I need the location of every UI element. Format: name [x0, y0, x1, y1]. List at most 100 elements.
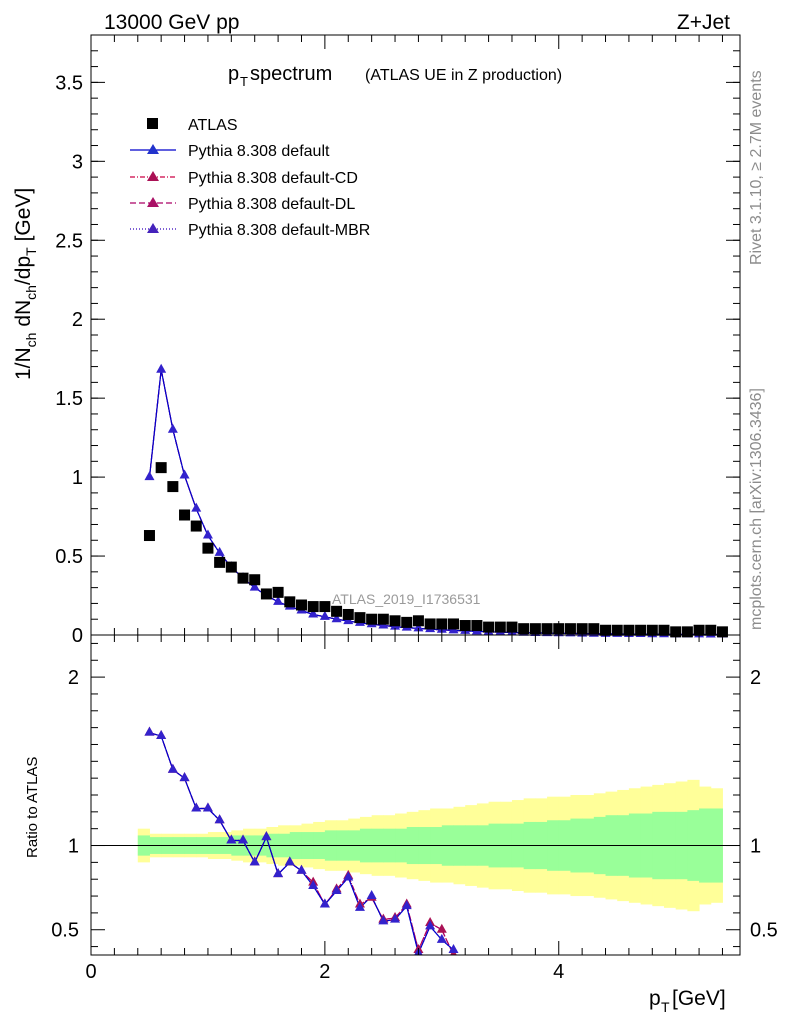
- ratio-point: [296, 864, 307, 874]
- top-data-layer: [143, 363, 728, 638]
- atlas-point: [249, 574, 261, 586]
- bottom-xtick-label: 2: [319, 961, 330, 983]
- header-left-text: 13000 GeV pp: [104, 11, 239, 34]
- atlas-point: [506, 621, 518, 633]
- legend-default-label: Pythia 8.308 default: [188, 143, 330, 160]
- atlas-point: [319, 601, 331, 613]
- atlas-point: [681, 626, 693, 638]
- bottom-ytick-label-right: 1: [750, 836, 761, 858]
- atlas-point: [366, 613, 378, 625]
- mc-point: [214, 546, 225, 556]
- ratio-point: [226, 834, 237, 844]
- ratio-point: [191, 802, 202, 812]
- top-panel: 0 0.5 1 1.5 2 2.5 3 3.5 p T spectrum (ATLAS UE …: [12, 34, 741, 647]
- title-note: (ATLAS UE in Z production): [365, 67, 562, 84]
- atlas-point: [237, 572, 249, 584]
- header-right-text: Z+Jet: [677, 11, 730, 34]
- legend-cd-marker: [147, 171, 159, 181]
- top-ytick-label: 3.5: [55, 72, 83, 94]
- ratio-point: [179, 772, 190, 782]
- ratio-point: [378, 915, 389, 925]
- ratio-point: [167, 763, 178, 773]
- atlas-point: [494, 621, 506, 633]
- ratio-point: [202, 802, 213, 812]
- mcplots-reference-text: mcplots.cern.ch [arXiv:1306.3436]: [748, 388, 765, 630]
- ratio-point: [284, 856, 295, 866]
- ratio-point: [331, 885, 342, 894]
- legend-entry-cd: Pythia 8.308 default-CD: [130, 170, 358, 187]
- bottom-data-layer: [91, 726, 740, 955]
- ratio-point: [273, 868, 284, 878]
- mc-point: [191, 502, 202, 512]
- atlas-point: [331, 605, 343, 617]
- legend-atlas-marker: [147, 118, 158, 129]
- ratio-point: [214, 814, 225, 824]
- mc-point: [156, 363, 167, 373]
- bottom-ylabel: Ratio to ATLAS: [24, 757, 41, 858]
- ratio-point: [366, 890, 377, 900]
- mc-point: [249, 581, 260, 591]
- title-spectrum: spectrum: [250, 63, 332, 85]
- title-p: p: [228, 63, 239, 85]
- atlas-point: [635, 624, 647, 636]
- atlas-point: [448, 618, 460, 630]
- legend: ATLAS Pythia 8.308 default Pythia 8.308 …: [130, 117, 370, 239]
- ratio-point-alt: [436, 923, 447, 933]
- ratio-point: [308, 879, 319, 889]
- atlas-point: [705, 624, 717, 636]
- atlas-point: [389, 615, 401, 627]
- legend-mbr-label: Pythia 8.308 default-MBR: [188, 222, 370, 239]
- bottom-xtick-label: 0: [85, 961, 96, 983]
- legend-default-marker: [147, 144, 159, 154]
- atlas-point: [588, 623, 600, 635]
- atlas-point: [412, 615, 424, 627]
- legend-atlas-label: ATLAS: [188, 117, 238, 134]
- atlas-point: [307, 601, 319, 613]
- atlas-point: [225, 561, 237, 573]
- legend-entry-atlas: ATLAS: [147, 117, 238, 134]
- atlas-point: [377, 613, 389, 625]
- mc-point: [413, 622, 424, 632]
- mc-point: [167, 423, 178, 433]
- atlas-point: [483, 621, 495, 633]
- ratio-point: [448, 943, 459, 953]
- ratio-point: [249, 856, 260, 866]
- top-ytick-label: 0: [72, 625, 83, 647]
- mc-point: [202, 529, 213, 539]
- legend-entry-dl: Pythia 8.308 default-DL: [130, 196, 355, 213]
- atlas-point: [190, 520, 202, 532]
- ratio-point: [238, 834, 249, 844]
- atlas-point: [342, 608, 354, 620]
- top-ytick-label: 1.5: [55, 388, 83, 410]
- ratio-point: [425, 920, 436, 930]
- bottom-ytick-label-left: 2: [68, 667, 79, 689]
- bottom-xtick-label: 4: [553, 961, 564, 983]
- mc-point: [179, 469, 190, 479]
- ratio-point: [401, 900, 412, 910]
- mc-point: [308, 608, 319, 618]
- atlas-point: [459, 620, 471, 632]
- atlas-point: [295, 599, 307, 611]
- mc-point: [144, 471, 155, 481]
- bottom-panel: 0.5 0.5 1 1 2 2 0 2 4 Ratio to ATLAS p T [GeV]: [24, 634, 778, 1015]
- atlas-point: [518, 623, 530, 635]
- atlas-point: [564, 623, 576, 635]
- mc-point: [273, 595, 284, 605]
- x-axis-label: p T [GeV]: [649, 987, 726, 1015]
- atlas-point: [401, 616, 413, 628]
- rivet-version-text: Rivet 3.1.10, ≥ 2.7M events: [748, 70, 765, 265]
- atlas-point: [541, 623, 553, 635]
- analysis-watermark: ATLAS_2019_I1736531: [332, 591, 481, 607]
- xlabel-p: p: [649, 987, 661, 1010]
- top-ytick-label: 3: [72, 151, 83, 173]
- ratio-point: [144, 726, 155, 736]
- ratio-point: [390, 913, 401, 923]
- xlabel-unit: [GeV]: [672, 987, 726, 1010]
- ratio-point: [261, 831, 272, 841]
- xlabel-sub-t: T: [661, 999, 670, 1015]
- atlas-point: [436, 618, 448, 630]
- atlas-point: [202, 542, 214, 554]
- top-ytick-label: 2.5: [55, 230, 83, 252]
- legend-dl-marker: [147, 197, 159, 207]
